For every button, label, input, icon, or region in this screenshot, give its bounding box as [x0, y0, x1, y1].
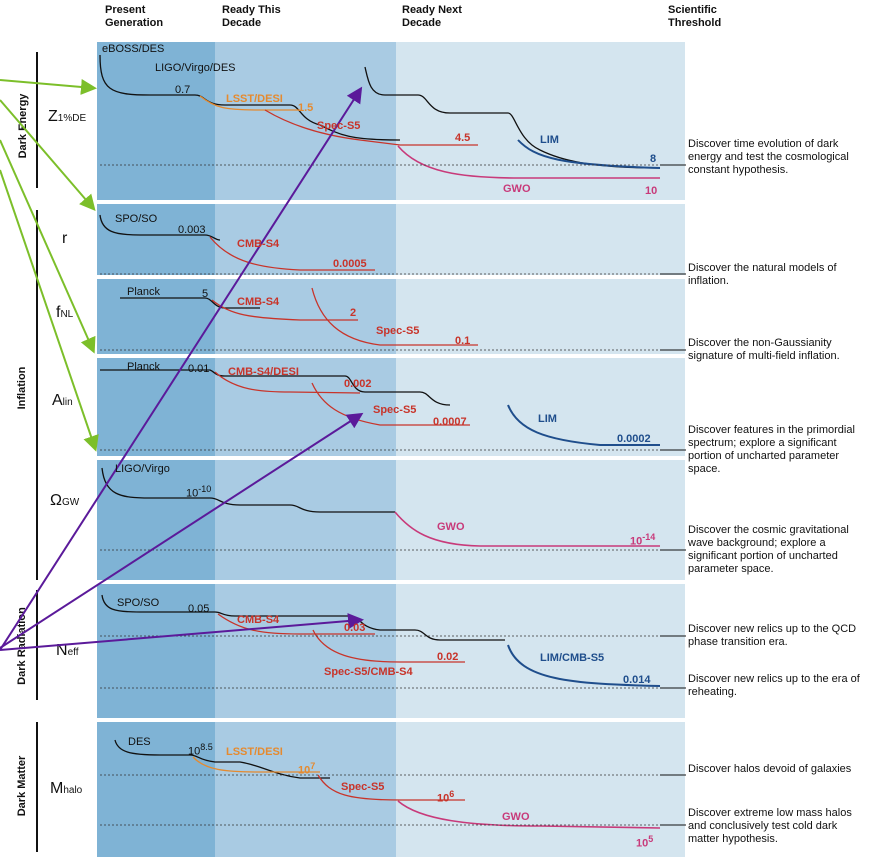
- label-mhalo-des: DES: [128, 736, 151, 748]
- label-neff-spec-s5-cmb-s4: Spec-S5/CMB-S4: [324, 666, 413, 678]
- label-neff-lim-cmb-s5: LIM/CMB-S5: [540, 652, 605, 664]
- label-r-spo-so: SPO/SO: [115, 213, 158, 225]
- alin-panel-curves: [100, 369, 680, 451]
- header-ready-this-decade: Ready This Decade: [222, 4, 281, 29]
- threshold-mhalo-2: Discover extreme low mass halos and conc…: [688, 807, 852, 845]
- label-mhalo-gwo: GWO: [502, 811, 530, 823]
- threshold-neff-2: Discover new relics up to the era of reh…: [688, 673, 860, 698]
- value-mhalo-1e6: 106: [437, 789, 455, 805]
- threshold-mhalo-1: Discover halos devoid of galaxies: [688, 763, 852, 775]
- value-omega-1e-10: 10-10: [186, 484, 212, 500]
- threshold-omega: Discover the cosmic gravitational wave b…: [688, 524, 849, 575]
- threshold-fnl: Discover the non-Gaussianity signature o…: [688, 337, 840, 362]
- value-neff-0-05: 0.05: [188, 603, 210, 615]
- value-alin-0-01: 0.01: [188, 363, 210, 375]
- panel-separator: [97, 456, 685, 460]
- value-omega-1e-14: 10-14: [630, 532, 656, 548]
- value-z-0-7: 0.7: [175, 84, 191, 96]
- row-label-neff: Neff: [56, 642, 79, 659]
- category-bar-dark-matter: [36, 722, 38, 852]
- label-omega-gwo: GWO: [437, 521, 465, 533]
- value-mhalo-1e5: 105: [636, 834, 654, 850]
- value-alin-0-0002: 0.0002: [617, 433, 651, 445]
- value-z-1-5: 1.5: [298, 102, 314, 114]
- omega-panel-curves: [100, 467, 680, 551]
- category-bar-dark-radiation: [36, 590, 38, 700]
- threshold-z: Discover time evolution of dark energy a…: [688, 138, 849, 176]
- value-r-0-0005: 0.0005: [333, 258, 367, 270]
- r-panel-curves: [99, 214, 680, 275]
- threshold-r: Discover the natural models of inflation…: [688, 262, 837, 287]
- label-alin-planck: Planck: [127, 361, 161, 373]
- label-alin-cmb-s4-desi: CMB-S4/DESI: [228, 366, 299, 378]
- row-label-fnl: fNL: [56, 304, 74, 321]
- value-fnl-5: 5: [202, 288, 209, 300]
- value-neff-0-02: 0.02: [437, 651, 459, 663]
- header-scientific-threshold: Scientific Threshold: [668, 4, 722, 29]
- category-bar-dark-energy: [36, 52, 38, 188]
- row-label-alin: Alin: [52, 392, 73, 409]
- header-ready-next-decade: Ready Next Decade: [402, 4, 462, 29]
- mhalo-panel-curves: [100, 739, 680, 829]
- value-z-8: 8: [650, 153, 657, 165]
- green-arrows: [0, 79, 99, 452]
- label-fnl-spec-s5: Spec-S5: [376, 325, 420, 337]
- value-r-0-003: 0.003: [178, 224, 206, 236]
- label-r-cmb-s4: CMB-S4: [237, 238, 280, 250]
- label-alin-lim: LIM: [538, 413, 557, 425]
- value-fnl-2: 2: [350, 307, 357, 319]
- label-neff-spo-so: SPO/SO: [117, 597, 160, 609]
- row-label-omega-gw: ΩGW: [50, 492, 80, 509]
- value-fnl-0-1: 0.1: [455, 335, 471, 347]
- value-z-4-5: 4.5: [455, 132, 471, 144]
- value-mhalo-1e8-5: 108.5: [188, 742, 213, 758]
- threshold-neff-1: Discover new relics up to the QCD phase …: [688, 623, 857, 648]
- label-z-lsst-desi: LSST/DESI: [226, 93, 283, 105]
- label-ligo-virgo-des: LIGO/Virgo/DES: [155, 62, 236, 74]
- label-mhalo-spec-s5: Spec-S5: [341, 781, 385, 793]
- panel-separator: [97, 354, 685, 358]
- row-label-mhalo: Mhalo: [50, 780, 83, 797]
- panel-separator: [97, 200, 685, 204]
- category-bar-inflation: [36, 210, 38, 580]
- label-neff-cmb-s4: CMB-S4: [237, 614, 280, 626]
- fnl-panel-curves: [100, 287, 680, 351]
- threshold-alin: Discover features in the primordial spec…: [688, 424, 855, 475]
- header-present-generation: Present Generation: [105, 4, 164, 29]
- value-alin-0-0007: 0.0007: [433, 416, 467, 428]
- value-neff-0-014: 0.014: [623, 674, 651, 686]
- value-alin-0-002: 0.002: [344, 378, 372, 390]
- value-neff-0-03: 0.03: [344, 622, 366, 634]
- threshold-pointers: [660, 164, 686, 826]
- row-label-z1de: Z1%DE: [48, 108, 87, 125]
- panel-separator: [97, 580, 685, 584]
- purple-arrows: [0, 86, 364, 651]
- value-z-10: 10: [645, 185, 658, 197]
- row-label-r: r: [62, 230, 68, 247]
- label-eboss-des: eBOSS/DES: [102, 43, 165, 55]
- panel-separator: [97, 275, 685, 279]
- label-fnl-cmb-s4: CMB-S4: [237, 296, 280, 308]
- label-z-gwo: GWO: [503, 183, 531, 195]
- label-z-lim: LIM: [540, 134, 559, 146]
- label-omega-ligo-virgo: LIGO/Virgo: [115, 463, 170, 475]
- z-panel-curves: [99, 54, 680, 179]
- label-z-spec-s5: Spec-S5: [317, 120, 361, 132]
- label-mhalo-lsst-desi: LSST/DESI: [226, 746, 283, 758]
- value-mhalo-1e7: 107: [298, 761, 316, 777]
- panel-separator: [97, 718, 685, 722]
- label-alin-spec-s5: Spec-S5: [373, 404, 417, 416]
- label-fnl-planck: Planck: [127, 286, 161, 298]
